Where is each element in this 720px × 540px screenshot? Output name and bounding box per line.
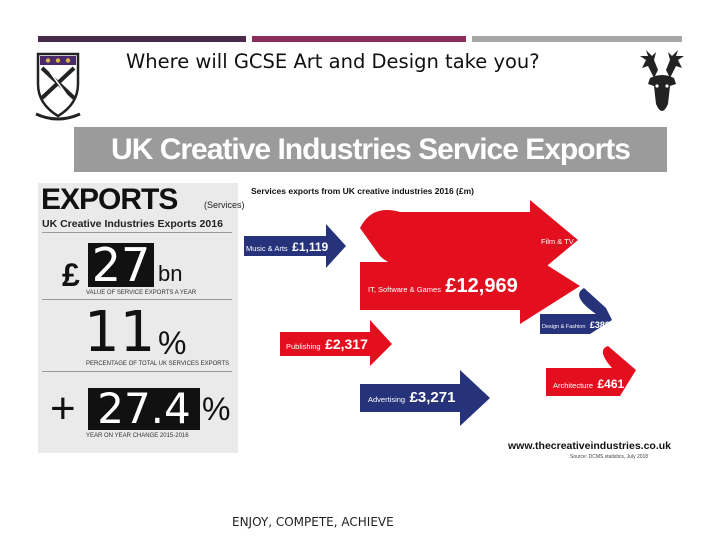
category-name: Architecture xyxy=(553,381,594,390)
category-value: £12,969 xyxy=(445,275,518,297)
stag-head-logo xyxy=(640,50,684,111)
arrow-label-film-tv: Film & TV £6,523 xyxy=(541,231,624,249)
stat1-value: 27 xyxy=(88,242,154,288)
exports-heading: EXPORTS xyxy=(41,183,178,216)
category-value: £461 xyxy=(597,377,625,391)
category-name: Music & Arts xyxy=(246,244,288,253)
category-name: Advertising xyxy=(368,395,406,404)
category-value: £1,119 xyxy=(292,240,329,254)
category-name: IT, Software & Games xyxy=(368,285,441,294)
section-banner: UK Creative Industries Service Exports xyxy=(74,127,667,172)
arrow-music-arts xyxy=(244,224,346,268)
category-value: £2,317 xyxy=(325,336,368,352)
divider xyxy=(42,299,232,300)
top-accent-bar-1 xyxy=(38,36,246,42)
stat2-value: 11 xyxy=(84,300,156,365)
top-accent-bar-3 xyxy=(472,36,682,42)
category-value: £380 xyxy=(589,320,610,330)
arrow-architecture xyxy=(546,346,636,396)
arrow-label-music-arts: Music & Arts £1,119 xyxy=(246,238,328,256)
source-note: Source: DCMS statistics, July 2018 xyxy=(570,454,649,460)
exports-subtitle: UK Creative Industries Exports 2016 xyxy=(42,218,223,230)
slide-title: Where will GCSE Art and Design take you? xyxy=(126,50,540,73)
arrow-label-design-fashion: Design & Fashion £380 xyxy=(542,315,610,333)
arrow-advertising xyxy=(360,370,490,426)
school-crest-logo xyxy=(35,52,81,121)
category-value: £6,523 xyxy=(578,231,625,248)
divider xyxy=(42,371,232,372)
arrow-it-software xyxy=(360,248,580,324)
category-name: Design & Fashion xyxy=(542,324,586,330)
top-accent-bar-2 xyxy=(252,36,466,42)
website-url: www.thecreativeindustries.co.uk xyxy=(508,440,671,452)
stat3-unit: % xyxy=(202,391,231,427)
category-name: Publishing xyxy=(286,342,321,351)
category-name: Film & TV xyxy=(541,237,574,246)
divider xyxy=(42,232,232,233)
stat3-value: 27.4 xyxy=(88,388,200,430)
arrow-design-fashion xyxy=(540,288,612,334)
arrow-publishing xyxy=(280,320,392,366)
exports-panel: EXPORTS (Services) UK Creative Industrie… xyxy=(38,183,245,453)
arrow-label-advertising: Advertising £3,271 xyxy=(368,389,455,407)
stat2-caption: PERCENTAGE OF TOTAL UK SERVICES EXPORTS xyxy=(86,361,230,367)
slide-footer: ENJOY, COMPETE, ACHIEVE xyxy=(232,515,394,529)
arrows-graphic xyxy=(244,200,636,426)
services-label: (Services) xyxy=(204,200,245,210)
arrow-label-it-software: IT, Software & Games £12,969 xyxy=(368,275,518,298)
arrow-label-publishing: Publishing £2,317 xyxy=(286,336,368,354)
stat1-caption: VALUE OF SERVICE EXPORTS A YEAR xyxy=(86,290,197,296)
category-value: £3,271 xyxy=(409,389,456,406)
stat2-unit: % xyxy=(158,325,187,361)
stat3-prefix: + xyxy=(50,384,76,433)
arrows-title: Services exports from UK creative indust… xyxy=(251,186,474,196)
arrow-label-architecture: Architecture £461 xyxy=(553,375,624,393)
stat3-caption: YEAR ON YEAR CHANGE 2015-2016 xyxy=(86,433,189,439)
stat1-unit: bn xyxy=(158,261,183,286)
stat1-prefix: £ xyxy=(62,257,80,293)
